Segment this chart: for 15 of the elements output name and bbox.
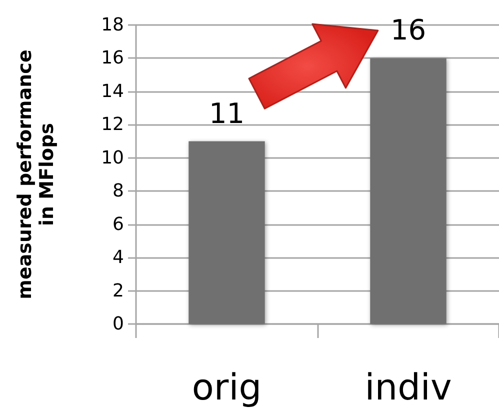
y-tick-label: 4 xyxy=(112,247,124,268)
y-tick-label: 8 xyxy=(112,180,124,202)
y-tick-label: 6 xyxy=(112,214,124,235)
y-axis-title: measured performance in MFlops xyxy=(14,50,58,300)
y-tick-label: 2 xyxy=(112,280,124,302)
y-tick-label: 16 xyxy=(101,48,124,69)
y-tick-label: 12 xyxy=(101,114,124,136)
x-tick-label: orig xyxy=(192,368,262,408)
y-tick-label: 0 xyxy=(112,314,124,334)
y-tick-label: 10 xyxy=(101,147,124,168)
data-label: 16 xyxy=(390,14,426,47)
x-tick-label: indiv xyxy=(364,368,452,408)
y-tick-label: 14 xyxy=(101,80,124,102)
data-label: 11 xyxy=(208,96,245,130)
y-tick-label: 18 xyxy=(101,14,124,36)
